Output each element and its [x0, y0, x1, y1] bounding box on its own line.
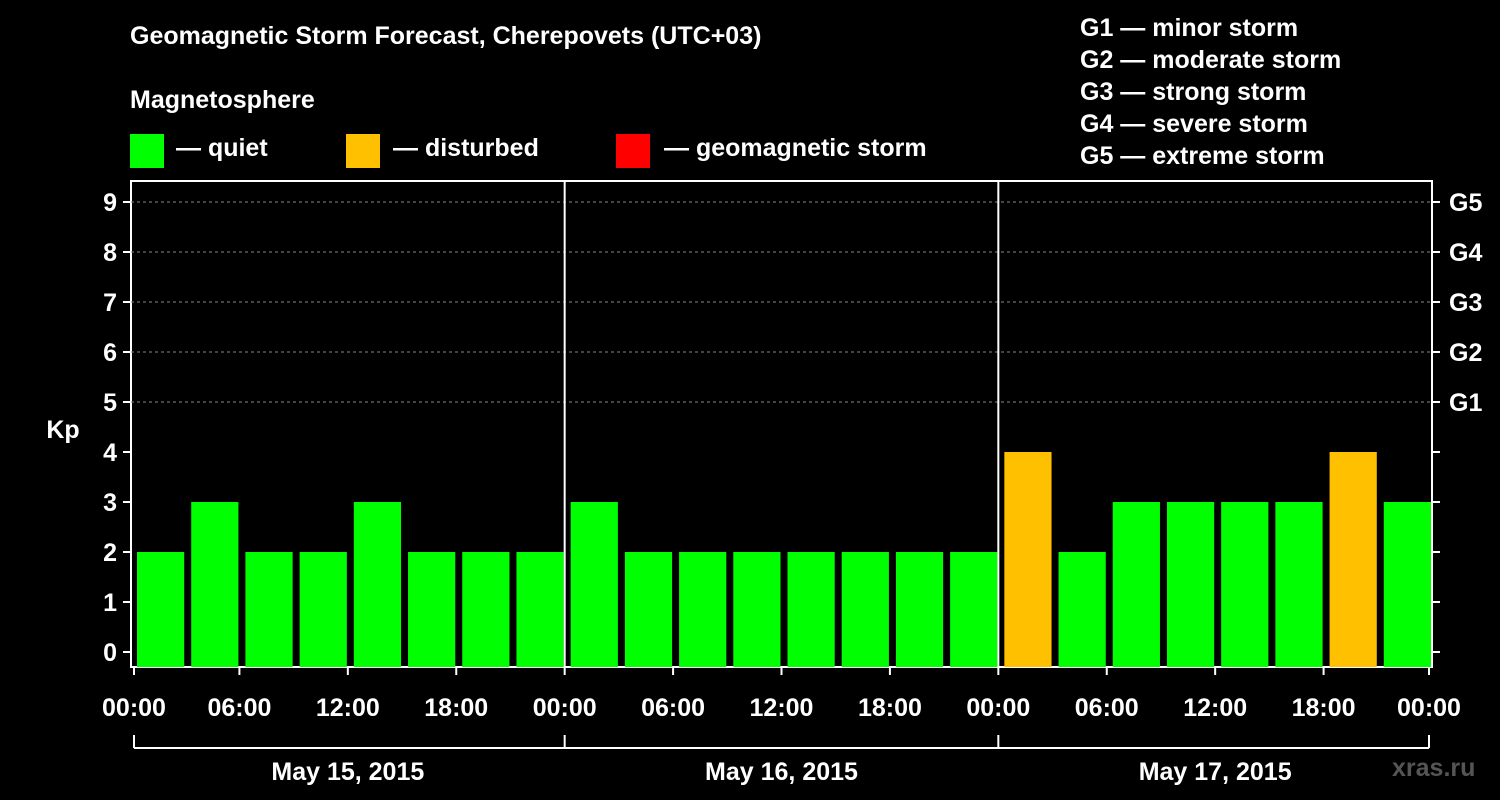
x-tick-label: 00:00 [966, 694, 1030, 722]
right-tick-label: G3 [1449, 289, 1482, 317]
legend-swatch-quiet [130, 134, 164, 168]
chart-title: Geomagnetic Storm Forecast, Cherepovets … [130, 22, 762, 50]
kp-bar [137, 552, 185, 667]
kp-bar [787, 552, 835, 667]
kp-bar [895, 552, 944, 667]
kp-bar [950, 552, 998, 667]
x-tick-label: 00:00 [533, 694, 597, 722]
y-tick-label: 0 [103, 639, 117, 667]
kp-bar [624, 552, 673, 667]
legend-label-quiet: — quiet [176, 134, 268, 162]
storm-scale-g3: G3 — strong storm [1080, 78, 1307, 106]
y-tick-label: 8 [103, 239, 117, 267]
kp-bar [299, 552, 347, 667]
legend-label-disturbed: — disturbed [393, 134, 539, 162]
kp-bar [516, 552, 564, 667]
y-tick-label: 2 [103, 539, 117, 567]
storm-scale-g5: G5 — extreme storm [1080, 142, 1325, 170]
day-label: May 17, 2015 [1139, 758, 1292, 786]
y-tick-label: 1 [103, 589, 117, 617]
right-tick-label: G2 [1449, 339, 1482, 367]
chart-subtitle: Magnetosphere [130, 86, 315, 114]
kp-bar [841, 552, 889, 667]
x-tick-label: 06:00 [1075, 694, 1139, 722]
kp-bar [733, 552, 781, 667]
kp-bar [245, 552, 293, 667]
legend-swatch-storm [616, 134, 650, 168]
right-tick-label: G1 [1449, 389, 1482, 417]
kp-bar [353, 502, 402, 667]
kp-bar [1004, 452, 1052, 667]
x-tick-label: 12:00 [1183, 694, 1247, 722]
legend-label-storm: — geomagnetic storm [664, 134, 927, 162]
right-tick-label: G4 [1449, 239, 1482, 267]
kp-bar [1275, 502, 1323, 667]
watermark: xras.ru [1392, 754, 1476, 782]
kp-bar [1058, 552, 1106, 667]
y-tick-label: 4 [103, 439, 117, 467]
kp-bar [408, 552, 456, 667]
x-tick-label: 18:00 [424, 694, 488, 722]
x-tick-label: 18:00 [858, 694, 922, 722]
x-tick-label: 00:00 [1397, 694, 1461, 722]
day-label: May 16, 2015 [705, 758, 858, 786]
right-tick-label: G5 [1449, 189, 1482, 217]
storm-scale-g4: G4 — severe storm [1080, 110, 1308, 138]
x-tick-label: 06:00 [207, 694, 271, 722]
kp-bar [1383, 502, 1431, 667]
kp-bar [1112, 502, 1160, 667]
y-tick-label: 9 [103, 189, 117, 217]
kp-bar [462, 552, 510, 667]
y-axis-label: Kp [46, 416, 79, 444]
y-tick-label: 6 [103, 339, 117, 367]
kp-bar [1221, 502, 1269, 667]
x-tick-label: 12:00 [750, 694, 814, 722]
day-label: May 15, 2015 [271, 758, 424, 786]
x-tick-label: 06:00 [641, 694, 705, 722]
kp-bar [1166, 502, 1215, 667]
x-tick-label: 18:00 [1292, 694, 1356, 722]
legend-swatch-disturbed [346, 134, 380, 168]
kp-bar [1329, 452, 1377, 667]
x-tick-label: 00:00 [102, 694, 166, 722]
y-tick-label: 5 [103, 389, 117, 417]
x-tick-label: 12:00 [316, 694, 380, 722]
storm-scale-g2: G2 — moderate storm [1080, 46, 1342, 74]
kp-bar [679, 552, 727, 667]
storm-scale-g1: G1 — minor storm [1080, 14, 1299, 42]
kp-bar [570, 502, 618, 667]
kp-bar [191, 502, 239, 667]
y-tick-label: 3 [103, 489, 117, 517]
y-tick-label: 7 [103, 289, 117, 317]
